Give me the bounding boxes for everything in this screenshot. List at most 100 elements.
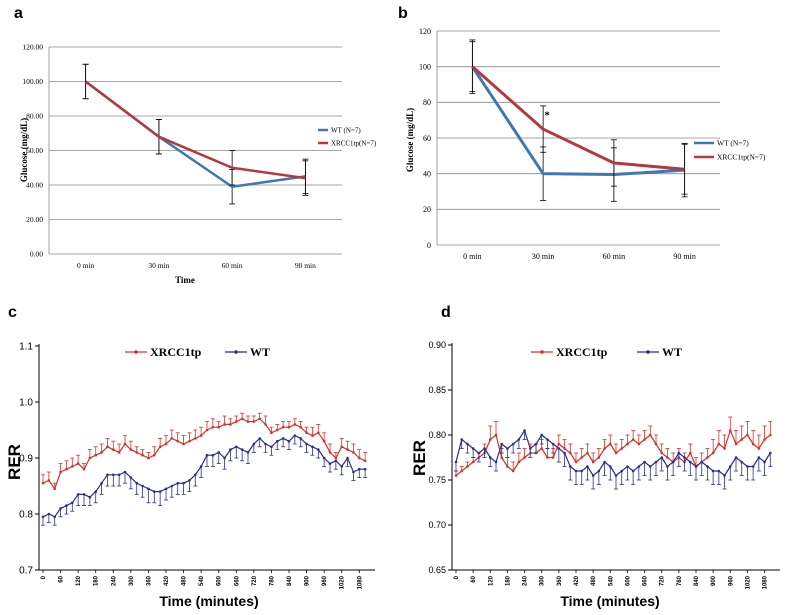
data-point [363,459,367,463]
data-point [199,434,203,437]
data-point [734,442,738,446]
data-point [299,437,303,440]
x-tick-label: 540 [199,575,205,586]
data-point [483,447,486,450]
x-axis-label: Time (minutes) [159,593,258,609]
data-point [176,439,180,443]
y-tick-label: 80.00 [26,112,43,121]
data-point [523,456,526,459]
y-tick-label: 20 [423,205,431,214]
data-point [506,447,509,450]
data-point [643,438,646,441]
series-line [42,435,366,518]
x-tick-label: 0 [41,575,47,579]
data-point [683,456,686,459]
data-point [768,451,772,455]
data-point [111,473,115,477]
data-point [540,433,544,437]
data-point [293,434,297,437]
x-tick-label: 240 [111,575,117,586]
data-point [53,515,57,519]
data-point [258,417,262,421]
y-tick-label: 40.00 [26,181,43,190]
data-point [603,447,606,450]
x-tick-label: 960 [728,575,734,586]
x-tick-label: 660 [234,575,240,586]
data-point [460,438,464,441]
x-tick-label: 0 min [463,252,481,261]
data-point [688,460,692,464]
y-tick-label: 100.00 [22,77,43,86]
data-point [494,433,498,437]
chart-a: a 0.00 20.00 40.00 60.00 80.00 100.00 120.00 0 m… [14,5,377,285]
series-WT (N=7) [469,39,688,202]
data-point [346,456,349,460]
data-point [757,456,761,459]
data-point [100,451,103,454]
x-tick-label: 1020 [340,575,346,589]
data-point [557,442,561,446]
legend-label: XRCC1tp [556,345,608,359]
y-axis-label: Glucose (mg/dL) [405,108,415,172]
x-tick-label: 30 min [148,261,169,270]
data-point [346,448,349,451]
data-point [217,425,221,429]
legend-marker [234,350,238,354]
data-point [352,470,355,474]
data-point [182,442,185,446]
data-point [211,425,215,429]
data-point [654,460,658,464]
data-point [488,438,492,441]
panel-label: b [398,5,408,22]
data-point [626,442,629,446]
x-tick-label: 180 [505,575,511,586]
y-tick-label: 0.90 [428,340,446,350]
data-point [517,438,521,441]
panel-label: a [14,5,23,22]
data-point [523,429,526,432]
data-point [193,437,197,440]
data-point [608,442,612,446]
data-point [597,456,601,459]
data-point [111,448,115,451]
data-point [252,442,256,446]
data-point [59,507,62,510]
data-point [734,456,738,459]
data-point [316,448,320,451]
data-point [106,445,109,449]
x-tick-label: 840 [694,575,700,586]
data-point [41,481,45,485]
series-line [471,65,685,177]
data-point [199,465,203,468]
data-point [511,442,515,446]
data-point [123,470,127,474]
y-tick-label: 0.7 [19,566,33,577]
data-point [700,460,704,464]
chart-d: d 0.65 0.70 0.75 0.80 0.85 0.90 0 60 120 180 240 300… [410,304,780,609]
data-point [76,462,80,465]
series-XRCC1tp(N=7) [469,41,688,195]
data-point [129,476,133,479]
x-tick-label: 540 [608,575,614,586]
data-point [94,490,98,493]
data-point [205,453,209,457]
data-point [94,453,98,457]
y-axis-label: RER [410,440,429,476]
y-tick-label: 0.65 [428,565,446,575]
x-tick-label: 300 [540,575,546,586]
y-tick-label: 100 [419,62,431,71]
data-point [591,474,595,477]
data-point [234,445,238,449]
data-point [59,470,62,474]
data-point [746,465,749,468]
data-point [528,447,532,450]
data-point [620,469,624,473]
y-tick-label: 80 [423,98,431,107]
legend-label: WT [250,345,270,359]
data-point [688,451,692,455]
x-tick-label: 120 [76,575,82,586]
data-point [322,439,326,443]
data-point [591,460,595,464]
data-point [517,460,521,464]
